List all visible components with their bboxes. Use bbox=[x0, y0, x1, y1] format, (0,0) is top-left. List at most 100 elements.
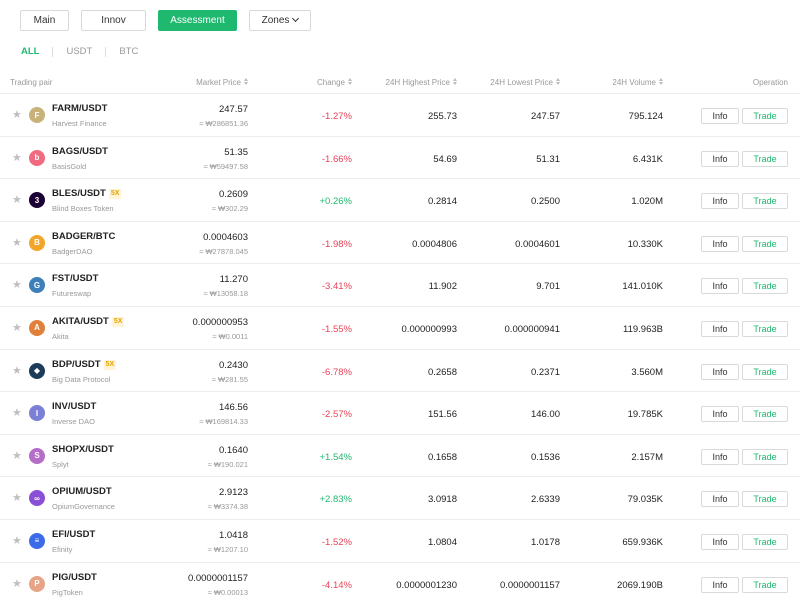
trade-button[interactable]: Trade bbox=[742, 406, 788, 423]
info-button[interactable]: Info bbox=[701, 150, 739, 167]
trading-pair[interactable]: BAGS/USDT bbox=[52, 146, 108, 157]
col-market-price[interactable]: Market Price bbox=[196, 78, 248, 87]
info-button[interactable]: Info bbox=[701, 278, 739, 295]
tab-main[interactable]: Main bbox=[20, 10, 69, 31]
favorite-star-icon[interactable]: ★ bbox=[12, 364, 22, 377]
price-change: -1.66% bbox=[321, 153, 352, 165]
trade-button[interactable]: Trade bbox=[742, 150, 788, 167]
info-button[interactable]: Info bbox=[701, 235, 739, 252]
info-button[interactable]: Info bbox=[701, 406, 739, 423]
info-button[interactable]: Info bbox=[701, 448, 739, 465]
table-row[interactable]: ★ B BADGER/BTC BadgerDAO 0.0004603 ≈ ₩27878.0… bbox=[0, 220, 800, 264]
trading-pair[interactable]: EFI/USDT bbox=[52, 529, 95, 540]
trade-button[interactable]: Trade bbox=[742, 235, 788, 252]
table-row[interactable]: ★ ∞ OPIUM/USDT OpiumGovernance 2.9123 ≈ ₩3374… bbox=[0, 476, 800, 519]
tab-zones[interactable]: Zones bbox=[249, 10, 311, 31]
trading-pair[interactable]: BADGER/BTC bbox=[52, 231, 115, 242]
highest-price: 11.902 bbox=[428, 281, 457, 293]
info-button[interactable]: Info bbox=[701, 363, 739, 380]
favorite-star-icon[interactable]: ★ bbox=[12, 109, 22, 121]
table-row[interactable]: ★ 3 BLES/USDT 5X Blind Boxes Token 0.2609 ≈ ₩3… bbox=[0, 178, 800, 221]
price-change: -2.57% bbox=[321, 409, 352, 421]
filter-all[interactable]: ALL bbox=[21, 46, 40, 57]
tab-innov[interactable]: Innov bbox=[81, 10, 146, 31]
col-trading-pair: Trading pair bbox=[10, 78, 53, 87]
trading-pair[interactable]: BLES/USDT 5X bbox=[52, 188, 122, 200]
trading-pair[interactable]: OPIUM/USDT bbox=[52, 486, 112, 497]
favorite-star-icon[interactable]: ★ bbox=[12, 407, 22, 420]
trading-pair[interactable]: PIG/USDT bbox=[52, 572, 97, 583]
favorite-star-icon[interactable]: ★ bbox=[12, 279, 22, 292]
krw-price: ≈ ₩0.00013 bbox=[207, 587, 248, 597]
lowest-price: 0.0000001157 bbox=[499, 579, 560, 591]
lowest-price: 51.31 bbox=[536, 153, 560, 165]
favorite-star-icon[interactable]: ★ bbox=[12, 534, 22, 547]
trade-button[interactable]: Trade bbox=[742, 363, 788, 380]
trade-button[interactable]: Trade bbox=[742, 320, 788, 337]
table-row[interactable]: ★ G FST/USDT Futureswap 11.270 ≈ ₩13058.18 -3.… bbox=[0, 263, 800, 306]
info-button[interactable]: Info bbox=[701, 108, 739, 124]
table-row[interactable]: ★ ≡ EFI/USDT Efinity 1.0418 ≈ ₩1207.10 -1.52% 1… bbox=[0, 518, 800, 562]
table-row[interactable]: ★ ◆ BDP/USDT 5X Big Data Protocol 0.2430 ≈ ₩28… bbox=[0, 348, 800, 392]
highest-price: 0.0000001230 bbox=[396, 579, 457, 591]
filter-usdt[interactable]: USDT bbox=[66, 46, 93, 57]
trade-button[interactable]: Trade bbox=[742, 533, 788, 550]
trading-pair[interactable]: BDP/USDT 5X bbox=[52, 359, 117, 370]
favorite-star-icon[interactable]: ★ bbox=[12, 492, 22, 505]
opium-coin-icon: ∞ bbox=[29, 490, 45, 507]
favorite-star-icon[interactable]: ★ bbox=[12, 577, 22, 590]
leverage-badge: 5X bbox=[111, 316, 125, 327]
col-low[interactable]: 24H Lowest Price bbox=[490, 78, 560, 87]
trade-button[interactable]: Trade bbox=[742, 193, 788, 210]
trading-pair[interactable]: AKITA/USDT 5X bbox=[52, 315, 125, 327]
sort-icon bbox=[556, 78, 560, 85]
info-button[interactable]: Info bbox=[701, 193, 739, 210]
col-volume-label: 24H Volume bbox=[612, 78, 656, 87]
trading-pair-label: FARM/USDT bbox=[52, 103, 108, 114]
trading-pair[interactable]: FARM/USDT bbox=[52, 103, 107, 114]
table-header: Trading pair Market Price Change 24H Hig… bbox=[0, 73, 800, 93]
price-change: +1.54% bbox=[319, 451, 353, 463]
col-low-label: 24H Lowest Price bbox=[490, 78, 553, 87]
shopx-coin-icon: S bbox=[29, 447, 45, 464]
favorite-star-icon[interactable]: ★ bbox=[12, 449, 22, 462]
highest-price: 255.73 bbox=[427, 111, 457, 122]
trading-pair[interactable]: INV/USDT bbox=[52, 401, 96, 412]
trading-pair[interactable]: SHOPX/USDT bbox=[52, 444, 114, 455]
divider bbox=[52, 46, 54, 57]
market-price: 0.000000953 bbox=[192, 316, 248, 328]
col-high[interactable]: 24H Highest Price bbox=[386, 78, 457, 87]
favorite-star-icon[interactable]: ★ bbox=[12, 321, 22, 334]
highest-price: 0.0004806 bbox=[412, 238, 457, 250]
filter-btc[interactable]: BTC bbox=[119, 46, 139, 57]
badger-coin-icon: B bbox=[29, 234, 45, 251]
trade-button[interactable]: Trade bbox=[742, 576, 788, 593]
info-button[interactable]: Info bbox=[701, 533, 739, 550]
market-price: 0.0000001157 bbox=[187, 572, 248, 584]
table-row[interactable]: ★ F FARM/USDT Harvest Finance 247.57 ≈ ₩28685… bbox=[0, 93, 800, 136]
krw-price: ≈ ₩13058.18 bbox=[203, 289, 248, 299]
trading-pair[interactable]: FST/USDT bbox=[52, 273, 98, 284]
trade-button[interactable]: Trade bbox=[742, 448, 788, 465]
info-button[interactable]: Info bbox=[701, 320, 739, 337]
info-button[interactable]: Info bbox=[701, 491, 739, 508]
trade-button[interactable]: Trade bbox=[742, 108, 788, 124]
table-row[interactable]: ★ P PIG/USDT PigToken 0.0000001157 ≈ ₩0.00013… bbox=[0, 561, 800, 605]
table-row[interactable]: ★ b BAGS/USDT BasisGold 51.35 ≈ ₩59497.58 -1.6… bbox=[0, 135, 800, 179]
favorite-star-icon[interactable]: ★ bbox=[12, 151, 22, 164]
table-row[interactable]: ★ A AKITA/USDT 5X Akita 0.000000953 ≈ ₩0.0011 -… bbox=[0, 305, 800, 349]
favorite-star-icon[interactable]: ★ bbox=[12, 236, 22, 249]
trade-button[interactable]: Trade bbox=[742, 278, 788, 295]
trading-pair-label: AKITA/USDT bbox=[52, 315, 109, 327]
tab-assessment[interactable]: Assessment bbox=[158, 10, 237, 31]
trade-button[interactable]: Trade bbox=[742, 491, 788, 508]
coin-name: BadgerDAO bbox=[52, 246, 93, 256]
col-change[interactable]: Change bbox=[317, 78, 352, 87]
volume: 2069.190B bbox=[617, 579, 663, 591]
table-row[interactable]: ★ I INV/USDT Inverse DAO 146.56 ≈ ₩169814.33 -… bbox=[0, 391, 800, 434]
favorite-star-icon[interactable]: ★ bbox=[12, 194, 22, 207]
info-button[interactable]: Info bbox=[701, 576, 739, 593]
col-volume[interactable]: 24H Volume bbox=[612, 78, 663, 87]
table-row[interactable]: ★ S SHOPX/USDT Splyt 0.1640 ≈ ₩190.021 +1.54% 0… bbox=[0, 433, 800, 477]
trading-pair-label: BAGS/USDT bbox=[52, 145, 108, 157]
